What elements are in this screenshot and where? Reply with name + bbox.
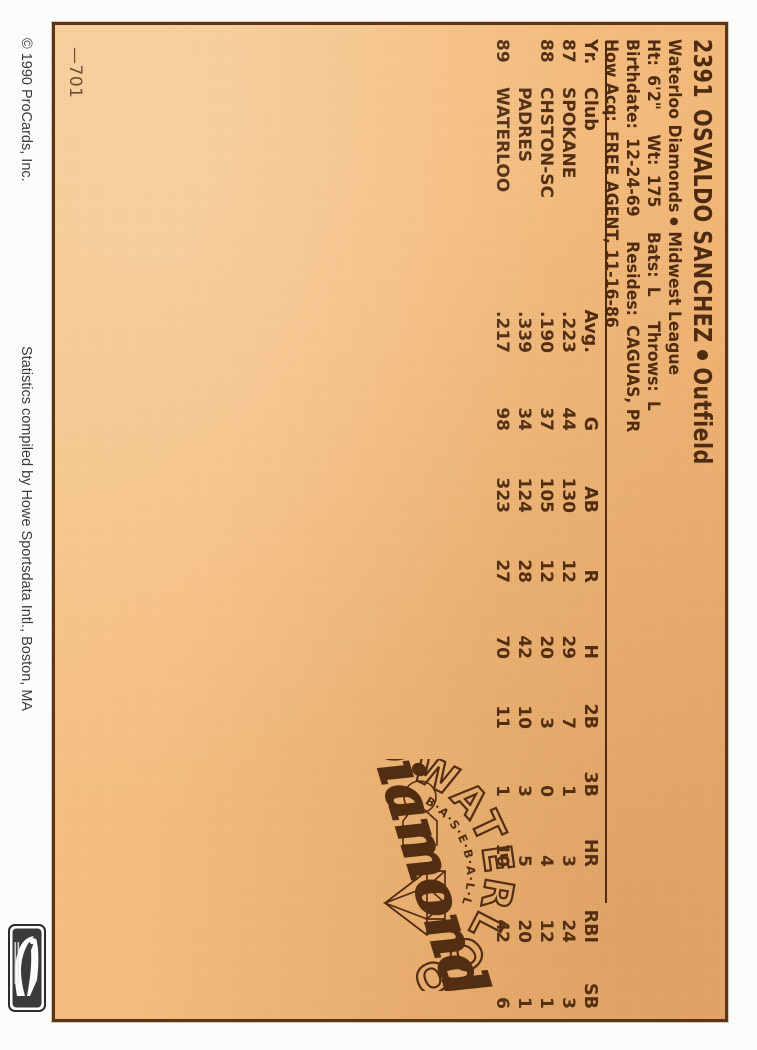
bullet-separator-icon bbox=[697, 349, 708, 361]
cell-hr: 4 bbox=[536, 855, 556, 867]
col-header-sb: SB bbox=[580, 983, 600, 1009]
cell-2b: 7 bbox=[558, 717, 578, 729]
player-position: Outfield bbox=[688, 367, 717, 465]
statistics-source-notice: Statistics compiled by Howe Sportsdata I… bbox=[18, 346, 34, 712]
diamond-gem-icon bbox=[382, 870, 446, 937]
bio-line-birth-resides: Birthdate: 12-24-69 Resides: CAGUAS, PR bbox=[623, 39, 642, 957]
cell-ab: 323 bbox=[492, 477, 512, 514]
cell-club: PADRES bbox=[514, 87, 534, 163]
cell-yr: 88 bbox=[536, 39, 556, 63]
header-divider-rule bbox=[605, 41, 607, 903]
weight-label: Wt: bbox=[644, 134, 663, 166]
cell-2b: 11 bbox=[492, 705, 512, 729]
col-header-h: H bbox=[580, 644, 600, 659]
cell-sb: 1 bbox=[536, 997, 556, 1009]
team-league-line: Waterloo Diamonds Midwest League bbox=[665, 39, 684, 957]
birthdate-value: 12-24-69 bbox=[623, 138, 642, 217]
cell-rbi: 12 bbox=[536, 919, 556, 943]
logo-script-text: Diamonds bbox=[349, 759, 510, 991]
waterloo-diamonds-team-logo: WATERLOO B·A·S·E·B·A·L·L bbox=[339, 759, 537, 991]
cell-2b: 3 bbox=[536, 717, 556, 729]
cell-3b: 0 bbox=[536, 785, 556, 797]
cell-h: 29 bbox=[558, 635, 578, 659]
cell-g: 34 bbox=[514, 407, 534, 431]
cell-2b: 10 bbox=[514, 705, 534, 729]
table-header-row: Yr. Club Avg. G AB R H 2B 3B HR RBI SB bbox=[579, 39, 601, 1013]
cell-yr: 89 bbox=[492, 39, 512, 63]
cell-h: 70 bbox=[492, 635, 512, 659]
bats-value: L bbox=[644, 286, 663, 297]
player-name-line: 2391 OSVALDO SANCHEZ Outfield bbox=[688, 39, 717, 928]
cell-g: 37 bbox=[536, 407, 556, 431]
cell-3b: 1 bbox=[558, 785, 578, 797]
throws-value: L bbox=[644, 400, 663, 411]
cell-yr: 87 bbox=[558, 39, 578, 63]
cell-yr bbox=[513, 39, 535, 87]
col-header-g: G bbox=[580, 416, 600, 431]
cell-club: SPOKANE bbox=[558, 87, 578, 179]
cell-ab: 130 bbox=[558, 477, 578, 514]
baseball-card-back: 2391 OSVALDO SANCHEZ Outfield Waterloo Dia… bbox=[52, 22, 728, 1022]
col-header-hr: HR bbox=[580, 838, 600, 867]
cell-r: 12 bbox=[536, 559, 556, 583]
col-header-rbi: RBI bbox=[580, 909, 600, 943]
cell-ab: 105 bbox=[536, 477, 556, 514]
team-name: Waterloo Diamonds bbox=[665, 39, 684, 213]
card-content-rotated: 2391 OSVALDO SANCHEZ Outfield Waterloo Dia… bbox=[55, 25, 725, 1019]
cell-club: WATERLOO bbox=[492, 87, 512, 193]
col-header-3b: 3B bbox=[580, 771, 600, 797]
col-header-club: Club bbox=[580, 87, 600, 131]
weight-value: 175 bbox=[644, 174, 663, 208]
cell-avg: .223 bbox=[558, 311, 578, 353]
card-footer-number: —701 bbox=[65, 47, 85, 99]
home-plate-outline-icon bbox=[402, 780, 438, 846]
col-header-yr: Yr. bbox=[580, 39, 600, 65]
player-name: OSVALDO SANCHEZ bbox=[688, 109, 717, 343]
height-label: Ht: bbox=[644, 39, 663, 66]
cell-avg: .190 bbox=[536, 311, 556, 353]
cell-g: 44 bbox=[558, 407, 578, 431]
cell-ab: 124 bbox=[514, 477, 534, 514]
cell-hr: 3 bbox=[558, 855, 578, 867]
resides-label: Resides: bbox=[623, 241, 642, 316]
bio-line-measurements: Ht: 6'2" Wt: 175 Bats: L Throws: L bbox=[644, 39, 663, 957]
height-value: 6'2" bbox=[644, 75, 663, 110]
mlb-batter-logo-icon bbox=[8, 924, 46, 1012]
col-header-2b: 2B bbox=[580, 703, 600, 729]
cell-avg: .339 bbox=[514, 311, 534, 353]
cell-club: CHSTON-SC bbox=[536, 87, 556, 198]
cell-r: 27 bbox=[492, 559, 512, 583]
cell-h: 20 bbox=[536, 635, 556, 659]
cell-rbi: 24 bbox=[558, 919, 578, 943]
table-row: 87 SPOKANE .223 44 130 12 29 7 1 3 24 3 bbox=[557, 39, 579, 1013]
bullet-separator-small-icon bbox=[670, 218, 679, 226]
col-header-ab: AB bbox=[580, 486, 600, 513]
cell-sb: 3 bbox=[558, 997, 578, 1009]
cell-r: 12 bbox=[558, 559, 578, 583]
cell-r: 28 bbox=[514, 559, 534, 583]
throws-label: Throws: bbox=[644, 321, 663, 392]
cell-avg: .217 bbox=[492, 311, 512, 353]
copyright-notice: © 1990 ProCards, Inc. bbox=[18, 38, 34, 182]
birthdate-label: Birthdate: bbox=[623, 39, 642, 129]
league-name: Midwest League bbox=[665, 231, 684, 376]
col-header-avg: Avg. bbox=[580, 309, 600, 353]
col-header-r: R bbox=[580, 569, 600, 583]
card-number: 2391 bbox=[688, 39, 717, 99]
card-header: 2391 OSVALDO SANCHEZ Outfield Waterloo Dia… bbox=[602, 39, 717, 1005]
cell-g: 98 bbox=[492, 407, 512, 431]
resides-value: CAGUAS, PR bbox=[623, 325, 642, 433]
bats-label: Bats: bbox=[644, 231, 663, 278]
cell-h: 42 bbox=[514, 635, 534, 659]
table-row: 88 CHSTON-SC .190 37 105 12 20 3 0 4 12 … bbox=[535, 39, 557, 1013]
